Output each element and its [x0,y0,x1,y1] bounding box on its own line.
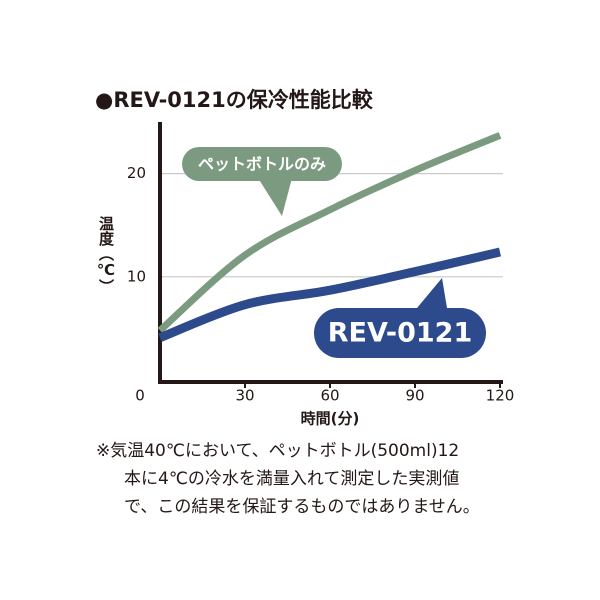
callout-pointer [412,278,448,314]
x-tick-label: 60 [320,387,339,405]
callout-box [314,308,486,358]
series-line [158,247,502,342]
note-line: ※気温40℃において、ペットボトル(500ml)12 [96,441,459,461]
series-label: REV-0121 [328,318,473,349]
series-line [157,132,502,334]
y-axis-label: 温度（℃） [97,216,115,294]
note-line: 本に4℃の冷水を満量入れて測定した実測値 [124,469,459,489]
x-tick-label: 30 [235,387,254,405]
x-tick-label: 120 [486,387,515,405]
x-tick-label: 90 [405,387,424,405]
note-line: で、この結果を保証するものではありません。 [124,497,480,517]
y-tick-label: 20 [127,164,146,182]
callout-pointer [258,178,292,216]
series-label: ペットボトルのみ [198,155,326,174]
y-tick-label: 10 [127,267,146,285]
x-tick-label: 0 [135,387,145,405]
x-axis-label: 時間(分) [301,410,360,428]
chart-title: ●REV-0121の保冷性能比較 [95,88,374,112]
callout-box [182,147,342,181]
